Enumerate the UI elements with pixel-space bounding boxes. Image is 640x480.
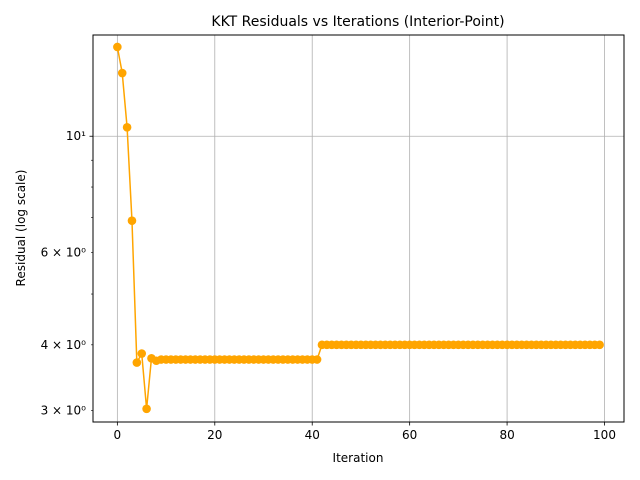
y-minor-tick-label: 4 × 10⁰	[41, 338, 87, 352]
data-point-marker	[117, 68, 127, 78]
x-tick-label: 100	[593, 428, 616, 442]
data-point-marker	[127, 216, 137, 226]
y-minor-tick-label: 3 × 10⁰	[41, 403, 87, 417]
y-major-tick-label: 10¹	[66, 129, 86, 143]
x-tick-label: 40	[305, 428, 320, 442]
axes: 0 20 40 60 80 100 10¹ 3 × 10⁰ 4 × 10⁰ 6 × 10⁰	[41, 129, 616, 442]
data-point-marker	[122, 123, 132, 132]
data-point-marker	[312, 355, 322, 364]
grid-lines	[93, 35, 624, 422]
data-point-marker	[113, 42, 122, 52]
data-point-marker	[132, 358, 142, 367]
x-tick-label: 80	[499, 428, 514, 442]
x-tick-label: 0	[114, 428, 122, 442]
y-axis-label: Residual (log scale)	[14, 170, 28, 287]
x-tick-label: 20	[207, 428, 222, 442]
x-tick-label: 60	[402, 428, 417, 442]
data-point-marker	[137, 349, 147, 358]
plot-area-frame	[92, 34, 625, 423]
chart-title: KKT Residuals vs Iterations (Interior-Po…	[211, 14, 504, 30]
data-point-marker	[142, 404, 151, 414]
y-minor-tick-label: 6 × 10⁰	[41, 246, 87, 260]
data-point-marker	[595, 340, 604, 350]
data-series	[113, 42, 604, 414]
x-axis-label: Iteration	[333, 451, 384, 465]
